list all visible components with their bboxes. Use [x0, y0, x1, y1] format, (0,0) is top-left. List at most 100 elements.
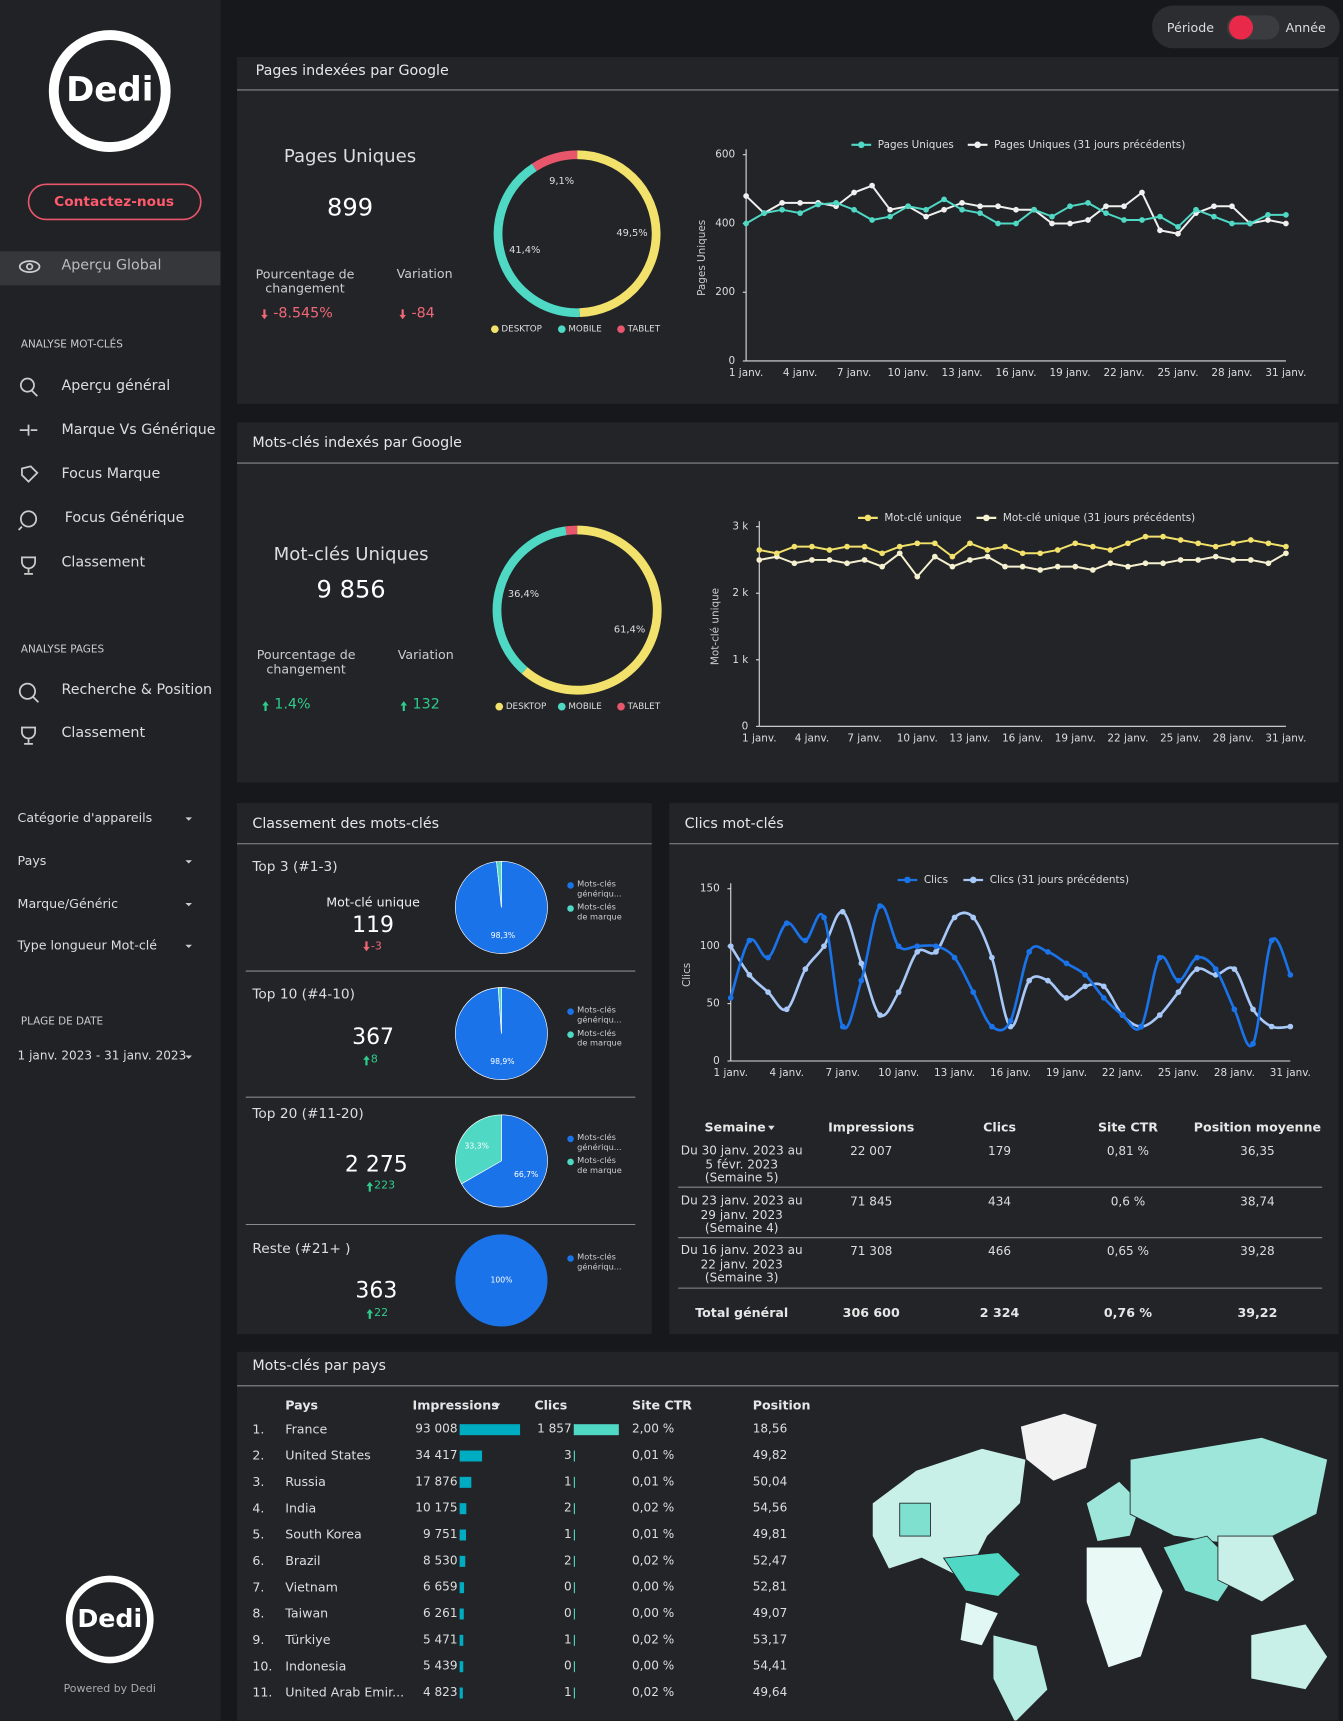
kpi-label: Pourcentage de changement [256, 647, 356, 677]
data-point [1089, 543, 1096, 550]
nav-heading: ANALYSE MOT-CLÉS [20, 338, 123, 351]
legend-swatch [864, 514, 872, 522]
data-point [1082, 983, 1089, 990]
data-point [949, 563, 956, 570]
table-cell: Brazil [285, 1552, 321, 1569]
footer-logo: Dedi [77, 1604, 143, 1634]
nav-item[interactable]: Focus Marque [61, 465, 161, 483]
legend-swatch [495, 702, 504, 711]
kpi-delta: -84 [411, 305, 435, 323]
table-cell: 0,01 % [631, 1526, 675, 1542]
data-point [877, 903, 883, 909]
y-tick-label: 100 [700, 940, 720, 952]
nav-item[interactable]: Marque Vs Générique [61, 421, 216, 439]
data-point [1231, 1006, 1238, 1013]
x-tick-label: 31 janv. [1270, 1067, 1311, 1079]
x-tick-label: 25 janv. [1160, 732, 1201, 744]
data-point [1054, 563, 1061, 570]
data-point [797, 210, 803, 217]
data-point [995, 203, 1001, 210]
data-point [1157, 213, 1163, 220]
data-point [1103, 203, 1109, 210]
x-tick-label: 1 janv. [742, 732, 776, 744]
data-point [1230, 557, 1237, 563]
table-bar [459, 1503, 467, 1515]
table-cell: 2 [563, 1553, 572, 1568]
legend-swatch [617, 325, 625, 334]
filter-dropdown[interactable]: Type longueur Mot-clé [17, 937, 158, 953]
date-range[interactable]: 1 janv. 2023 - 31 janv. 2023 [17, 1048, 187, 1063]
trend-arrow [262, 701, 269, 711]
trend-arrow [399, 309, 406, 320]
table-cell: Vietnam [285, 1579, 338, 1595]
box-title: Top 10 (#4-10) [252, 985, 356, 1002]
data-point [844, 543, 850, 550]
column-header[interactable]: Impressions [412, 1397, 499, 1413]
nav-item[interactable]: Aperçu Global [61, 257, 162, 274]
x-tick-label: 25 janv. [1157, 367, 1198, 379]
legend-label: Mots-clés de marque [577, 1155, 622, 1175]
panel-title: Mots-clés indexés par Google [252, 435, 462, 452]
value-label: 41,4% [509, 245, 540, 256]
legend-label: MOBILE [568, 325, 601, 335]
table-cell: 466 [988, 1243, 1012, 1259]
value-label: 66,7% [514, 1170, 538, 1179]
table-cell: India [285, 1500, 317, 1516]
trend-arrow [366, 1181, 374, 1192]
table-cell: 54,41 [752, 1658, 788, 1673]
column-header[interactable]: Position [752, 1397, 811, 1413]
table-bar [459, 1582, 465, 1594]
table-cell: 49,64 [752, 1684, 788, 1700]
table-cell: 0,02 % [631, 1553, 675, 1568]
data-point [1089, 567, 1096, 573]
x-tick-label: 22 janv. [1102, 1067, 1143, 1079]
data-point [1250, 1006, 1256, 1013]
data-point [1044, 949, 1051, 955]
data-point [1250, 1040, 1256, 1047]
table-cell: 1 [563, 1526, 572, 1542]
nav-item[interactable]: Classement [61, 724, 146, 742]
table-bar [459, 1450, 483, 1462]
table-bar [459, 1634, 464, 1646]
column-header[interactable]: Semaine [704, 1119, 766, 1135]
trend-arrow [400, 701, 408, 711]
data-point [1156, 1012, 1163, 1018]
x-tick-label: 7 janv. [847, 732, 881, 744]
data-point [977, 210, 983, 217]
filter-dropdown[interactable]: Pays [17, 852, 47, 869]
column-header[interactable]: Pays [285, 1397, 319, 1413]
trend-arrow [261, 309, 268, 320]
box-title: Top 20 (#11-20) [252, 1104, 364, 1122]
data-point [877, 1012, 883, 1018]
contact-button[interactable] [27, 183, 202, 221]
nav-active[interactable] [0, 251, 221, 286]
column-header[interactable]: Clics [534, 1397, 568, 1413]
panel-title: Clics mot-clés [684, 815, 784, 833]
y-tick-label: 400 [715, 217, 735, 229]
nav-item[interactable]: Focus Générique [64, 509, 185, 527]
table-cell: 0,00 % [631, 1579, 675, 1594]
data-point [931, 553, 938, 560]
nav-item[interactable]: Classement [61, 554, 146, 572]
contact-button-label[interactable]: Contactez-nous [54, 192, 175, 210]
data-point [727, 994, 734, 1001]
x-tick-label: 7 janv. [837, 367, 871, 379]
data-point [743, 193, 749, 199]
nav-item[interactable]: Recherche & Position [61, 681, 213, 699]
nav-item[interactable]: Aperçu général [61, 378, 171, 395]
legend-label: Mot-clé unique (31 jours précédents) [1003, 512, 1195, 524]
table-cell: 3. [252, 1473, 265, 1490]
table-cell: Indonesia [285, 1658, 347, 1674]
data-point [1283, 550, 1289, 557]
date-heading: PLAGE DE DATE [20, 1015, 104, 1028]
data-point [1142, 533, 1149, 540]
kpi-delta: -8.545% [273, 305, 333, 323]
column-header[interactable]: Site CTR [631, 1397, 692, 1413]
data-point [1139, 189, 1145, 196]
filter-dropdown[interactable]: Catégorie d'appareils [17, 810, 153, 826]
panel [669, 803, 1339, 1335]
legend-label: Mots-clés génériqu... [577, 1251, 622, 1272]
data-point [783, 920, 790, 927]
filter-dropdown[interactable]: Marque/Généric [17, 895, 119, 912]
